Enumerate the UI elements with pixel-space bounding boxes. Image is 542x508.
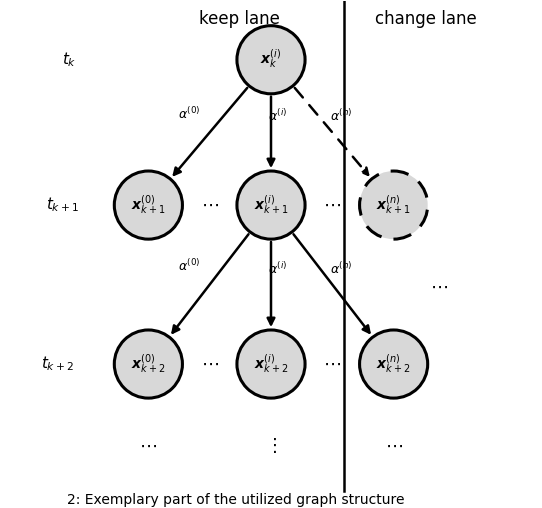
- Text: $\cdots$: $\cdots$: [385, 437, 403, 455]
- Circle shape: [114, 330, 183, 398]
- Text: $\alpha^{(0)}$: $\alpha^{(0)}$: [178, 259, 201, 274]
- Text: $\boldsymbol{x}_{k+2}^{(n)}$: $\boldsymbol{x}_{k+2}^{(n)}$: [377, 353, 411, 375]
- Text: $t_k$: $t_k$: [62, 50, 76, 69]
- Text: 2: Exemplary part of the utilized graph structure: 2: Exemplary part of the utilized graph …: [67, 493, 404, 507]
- Text: $\alpha^{(n)}$: $\alpha^{(n)}$: [330, 261, 353, 277]
- Text: $\vdots$: $\vdots$: [265, 436, 277, 455]
- Text: keep lane: keep lane: [199, 10, 280, 28]
- Circle shape: [237, 171, 305, 239]
- Text: $\cdots$: $\cdots$: [139, 437, 157, 455]
- Circle shape: [359, 171, 428, 239]
- Text: $\alpha^{(i)}$: $\alpha^{(i)}$: [268, 261, 287, 277]
- Text: $\cdots$: $\cdots$: [324, 196, 341, 214]
- Text: $\boldsymbol{x}_k^{(i)}$: $\boldsymbol{x}_k^{(i)}$: [261, 48, 281, 71]
- Text: $\alpha^{(i)}$: $\alpha^{(i)}$: [268, 109, 287, 124]
- Text: $\cdots$: $\cdots$: [324, 355, 341, 373]
- Text: $\boldsymbol{x}_{k+2}^{(i)}$: $\boldsymbol{x}_{k+2}^{(i)}$: [254, 353, 288, 375]
- Circle shape: [237, 330, 305, 398]
- Text: change lane: change lane: [375, 10, 476, 28]
- Text: $\cdots$: $\cdots$: [201, 355, 218, 373]
- Text: $\boldsymbol{x}_{k+1}^{(n)}$: $\boldsymbol{x}_{k+1}^{(n)}$: [376, 194, 411, 216]
- Text: $\cdots$: $\cdots$: [201, 196, 218, 214]
- Text: $t_{k+1}$: $t_{k+1}$: [46, 196, 79, 214]
- Text: $\boldsymbol{x}_{k+1}^{(i)}$: $\boldsymbol{x}_{k+1}^{(i)}$: [254, 194, 288, 216]
- Text: $\cdots$: $\cdots$: [430, 278, 448, 296]
- Text: $\alpha^{(0)}$: $\alpha^{(0)}$: [178, 106, 201, 122]
- Circle shape: [359, 330, 428, 398]
- Text: $\boldsymbol{x}_{k+2}^{(0)}$: $\boldsymbol{x}_{k+2}^{(0)}$: [131, 353, 165, 375]
- Text: $\boldsymbol{x}_{k+1}^{(0)}$: $\boldsymbol{x}_{k+1}^{(0)}$: [131, 194, 166, 216]
- Text: $\alpha^{(n)}$: $\alpha^{(n)}$: [330, 109, 353, 124]
- Text: $t_{k+2}$: $t_{k+2}$: [41, 355, 74, 373]
- Circle shape: [114, 171, 183, 239]
- Circle shape: [237, 26, 305, 94]
